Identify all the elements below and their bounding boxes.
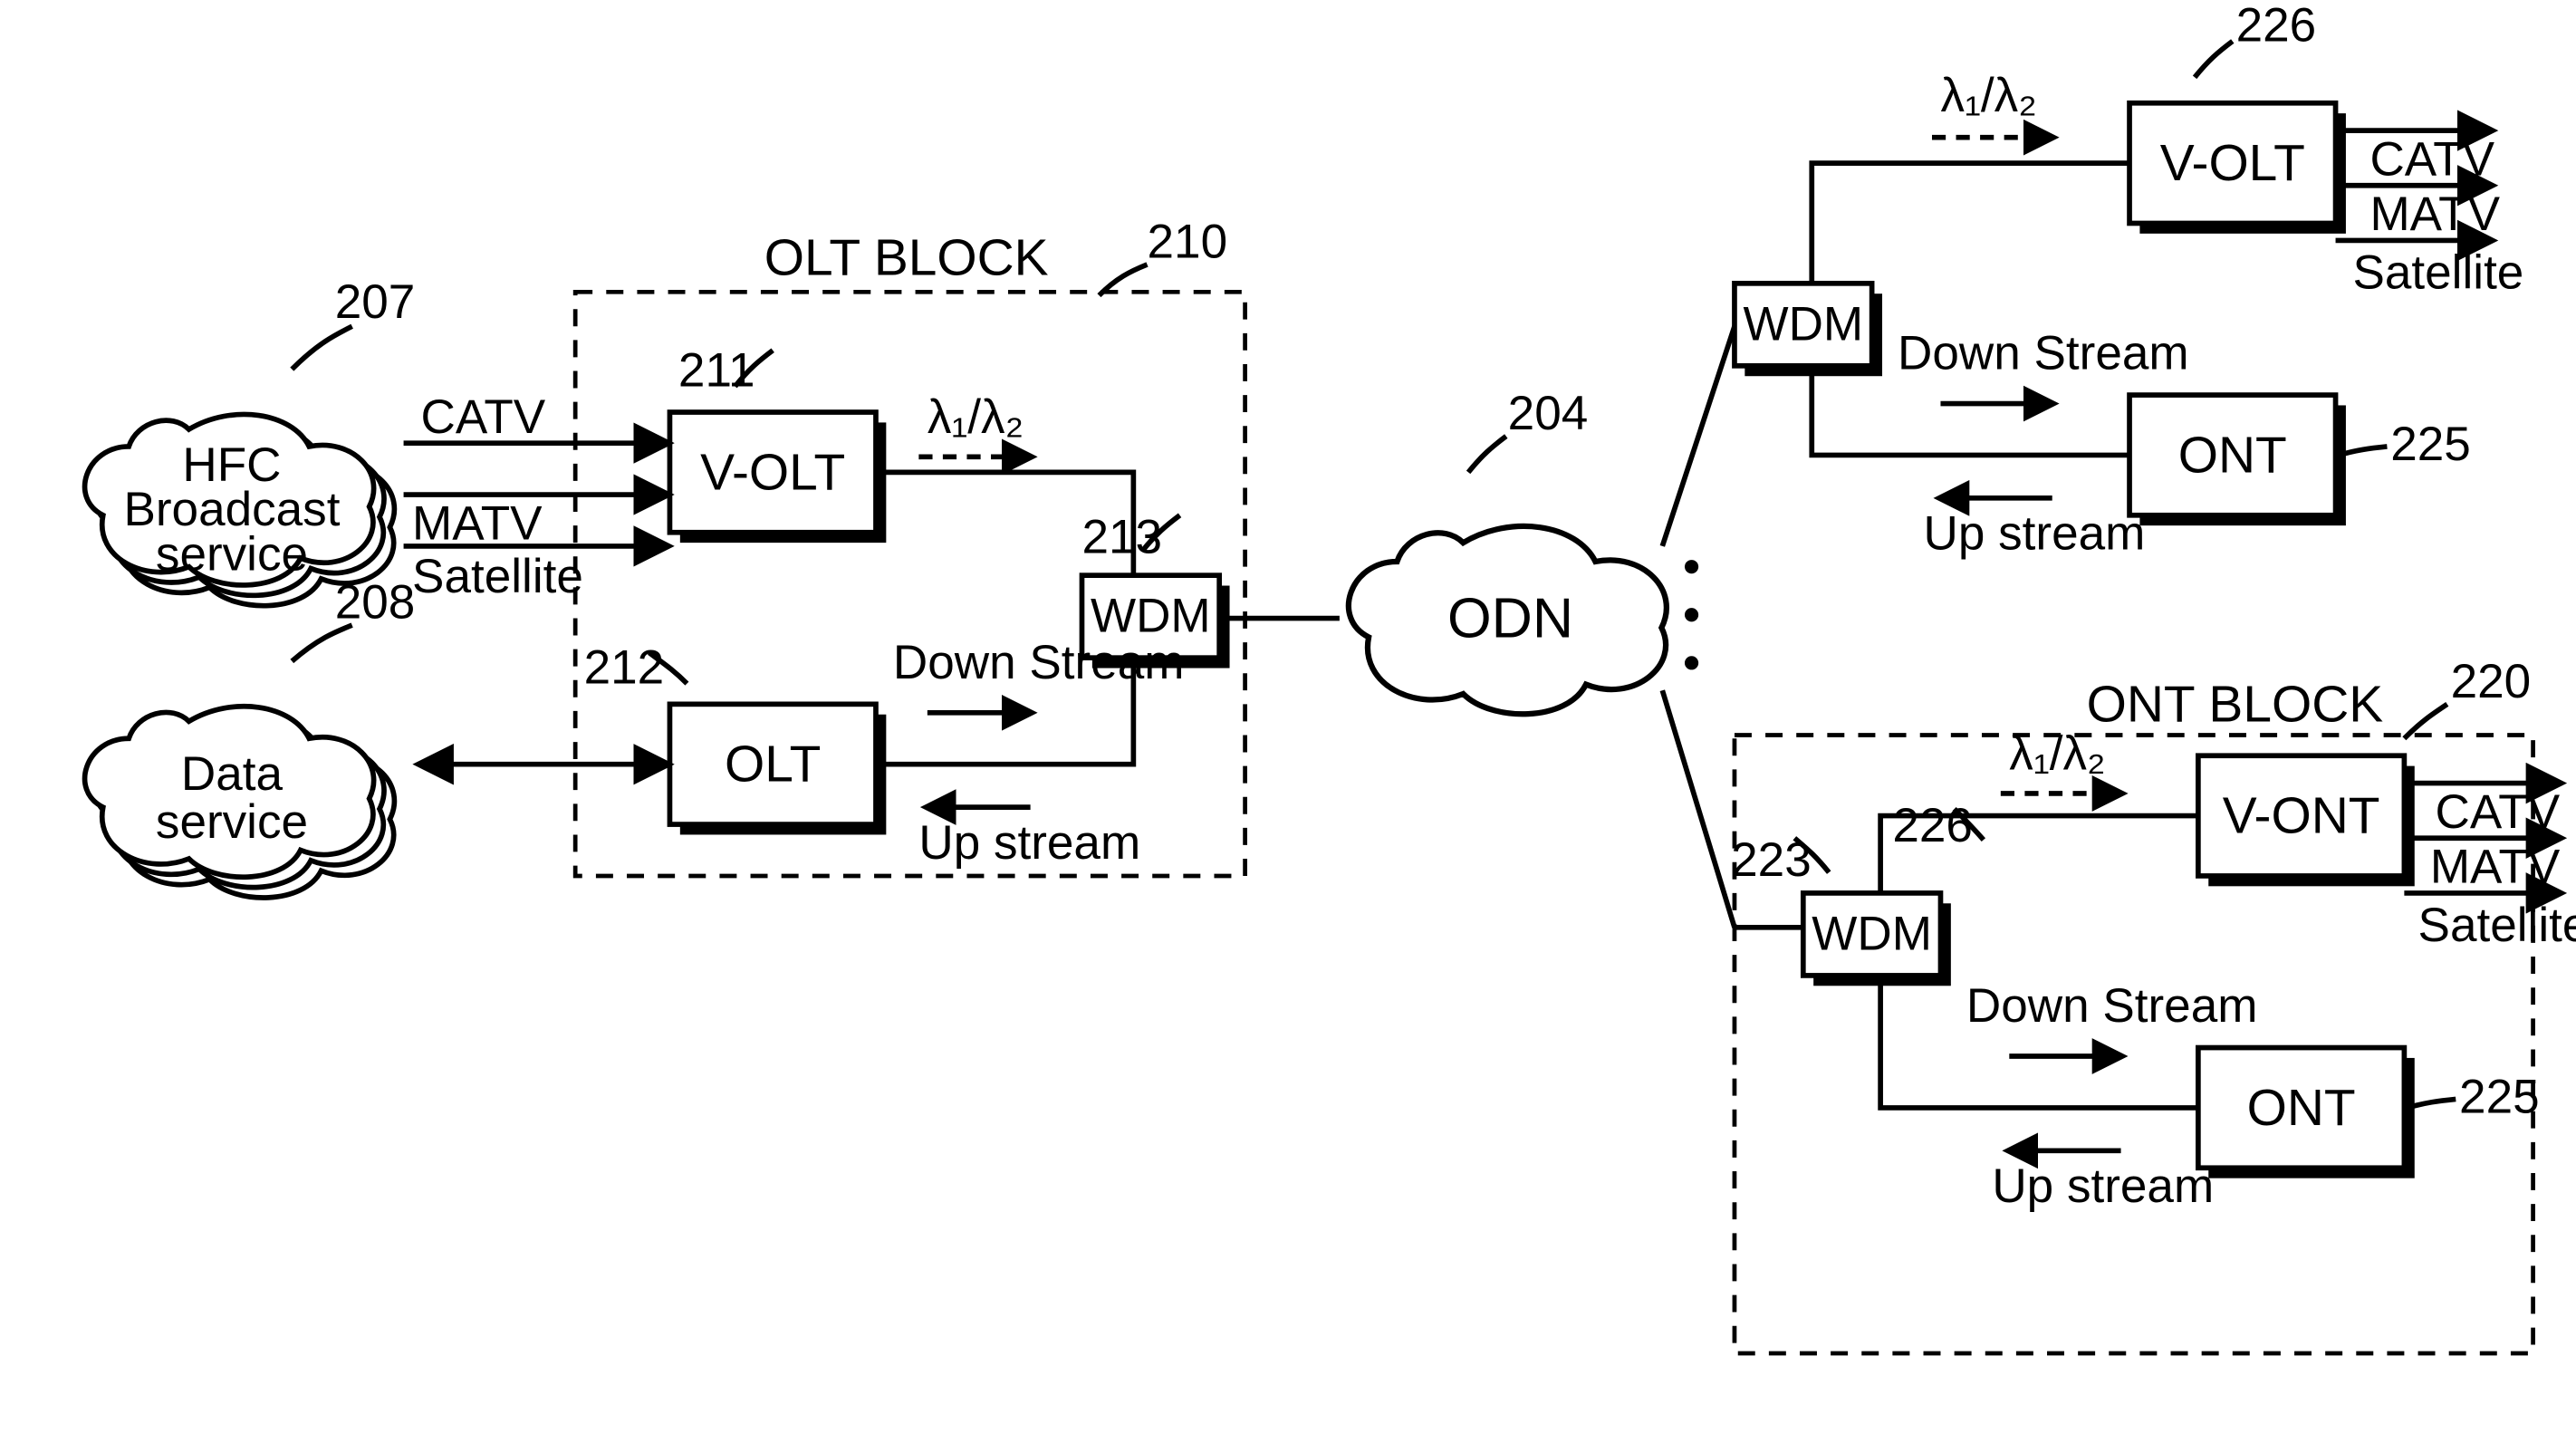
label-olt: OLT bbox=[725, 736, 821, 794]
ref-213: 213 bbox=[1081, 511, 1162, 564]
path-wdm-volt-up bbox=[1812, 163, 2129, 284]
label-ont-branch1: ONT bbox=[2178, 427, 2287, 484]
line-odn-down bbox=[1662, 690, 1735, 928]
box-volt-olt: V-OLT bbox=[669, 412, 886, 543]
box-wdm-branch1: WDM bbox=[1735, 284, 1882, 376]
label-lambda-up: λ₁/λ₂ bbox=[1940, 69, 2036, 122]
ref-211: 211 bbox=[678, 344, 755, 398]
label-volt-branch1: V-OLT bbox=[2160, 135, 2305, 192]
out-sat-up-label: Satellite bbox=[2353, 246, 2524, 300]
box-wdm-ontblock: WDM bbox=[1803, 893, 1951, 986]
line-odn-up bbox=[1662, 326, 1735, 546]
cloud-odn: ODN bbox=[1349, 526, 1667, 714]
cloud-data: Data service bbox=[85, 707, 395, 898]
label-volt-olt: V-OLT bbox=[700, 444, 845, 501]
out-matv-low-label: MATV bbox=[2430, 841, 2561, 894]
label-wdm-branch1: WDM bbox=[1743, 297, 1863, 351]
label-ont-lower: ONT bbox=[2247, 1080, 2356, 1137]
ont-block-title: ONT BLOCK bbox=[2087, 676, 2384, 733]
leader-226-up bbox=[2195, 42, 2233, 78]
diagram-canvas: HFC Broadcast service 207 Data service 2… bbox=[0, 0, 2576, 1443]
label-down-low: Down Stream bbox=[1966, 979, 2258, 1033]
dot-3 bbox=[1685, 656, 1698, 669]
label-down-up: Down Stream bbox=[1898, 327, 2189, 380]
label-matv: MATV bbox=[412, 496, 543, 550]
ref-204: 204 bbox=[1508, 387, 1589, 440]
box-ont-lower: ONT bbox=[2198, 1048, 2415, 1178]
ref-210: 210 bbox=[1148, 215, 1228, 268]
cloud-data-line1: Data bbox=[181, 747, 284, 801]
out-sat-low-label: Satellite bbox=[2418, 899, 2576, 952]
ref-208: 208 bbox=[335, 576, 416, 630]
dot-2 bbox=[1685, 608, 1698, 621]
leader-207 bbox=[292, 326, 351, 369]
ref-225-low: 225 bbox=[2459, 1071, 2540, 1124]
label-lambda-low: λ₁/λ₂ bbox=[2009, 726, 2105, 780]
label-wdm-ontblock: WDM bbox=[1812, 907, 1932, 960]
label-catv: CATV bbox=[421, 390, 546, 444]
label-satellite: Satellite bbox=[412, 550, 583, 603]
ref-226-up: 226 bbox=[2236, 0, 2317, 53]
box-ont-branch1: ONT bbox=[2129, 395, 2346, 525]
box-vont: V-ONT bbox=[2198, 755, 2415, 886]
leader-225-up bbox=[2339, 447, 2387, 455]
box-olt: OLT bbox=[669, 704, 886, 834]
out-catv-low-label: CATV bbox=[2436, 785, 2561, 839]
dot-1 bbox=[1685, 560, 1698, 573]
ref-223: 223 bbox=[1731, 833, 1812, 887]
out-matv-up-label: MATV bbox=[2369, 188, 2500, 241]
label-up-olt: Up stream bbox=[918, 816, 1140, 870]
ref-225-up: 225 bbox=[2390, 418, 2471, 471]
label-odn: ODN bbox=[1447, 586, 1573, 649]
label-down-olt: Down Stream bbox=[893, 636, 1185, 689]
label-vont: V-ONT bbox=[2223, 788, 2380, 845]
ref-220: 220 bbox=[2451, 655, 2532, 708]
ref-226-inner: 226 bbox=[1892, 799, 1973, 852]
leader-208 bbox=[292, 625, 351, 661]
label-up-up: Up stream bbox=[1924, 507, 2146, 561]
leader-225-low bbox=[2408, 1099, 2456, 1107]
label-lambda-olt: λ₁/λ₂ bbox=[928, 390, 1024, 444]
out-catv-up-label: CATV bbox=[2369, 132, 2494, 186]
ref-207: 207 bbox=[335, 275, 416, 329]
leader-204 bbox=[1468, 437, 1506, 473]
label-wdm-olt: WDM bbox=[1091, 590, 1211, 643]
olt-block-title: OLT BLOCK bbox=[764, 229, 1049, 286]
cloud-hfc-line3: service bbox=[156, 527, 308, 581]
ref-212: 212 bbox=[584, 641, 665, 695]
box-volt-branch1: V-OLT bbox=[2129, 103, 2346, 234]
cloud-data-line2: service bbox=[156, 795, 308, 849]
label-up-low: Up stream bbox=[1992, 1159, 2214, 1213]
